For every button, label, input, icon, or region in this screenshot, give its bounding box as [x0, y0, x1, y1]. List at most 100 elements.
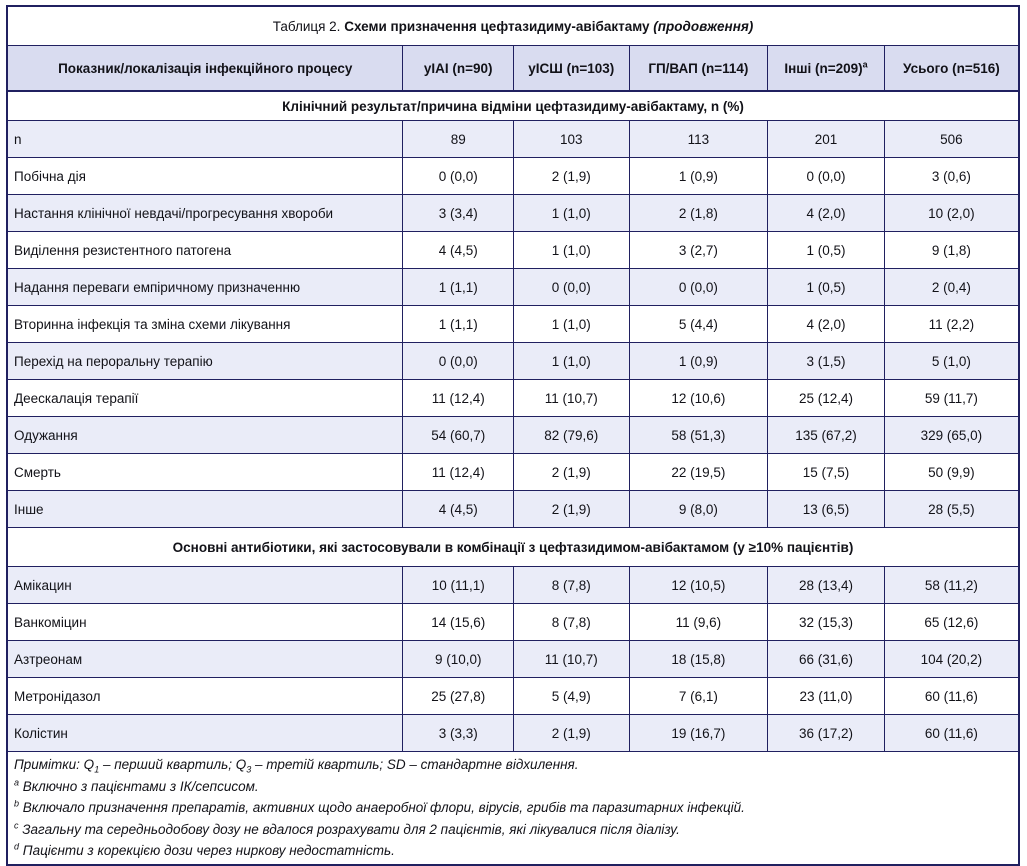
table-title-main: Схеми призначення цефтазидиму-авібактаму	[344, 18, 650, 34]
table-body: Клінічний результат/причина відміни цефт…	[6, 90, 1020, 752]
cell-value: 11 (12,4)	[402, 453, 514, 491]
table-title: Таблиця 2. Схеми призначення цефтазидиму…	[6, 5, 1020, 46]
cell-value: 5 (4,9)	[512, 677, 630, 715]
title-row: Таблиця 2. Схеми призначення цефтазидиму…	[6, 5, 1020, 46]
cell-value: 2 (0,4)	[883, 268, 1020, 306]
cell-value: 12 (10,6)	[628, 379, 769, 417]
cell-value: 2 (1,9)	[512, 714, 630, 752]
cell-value: 0 (0,0)	[512, 268, 630, 306]
footnote-marker: d	[14, 841, 20, 852]
cell-value: 54 (60,7)	[402, 416, 514, 454]
cell-value: 65 (12,6)	[883, 603, 1020, 641]
footnote-marker: b	[14, 798, 20, 809]
cell-value: 60 (11,6)	[883, 677, 1020, 715]
cell-value: 10 (11,1)	[402, 566, 514, 604]
row-label: Перехід на пероральну терапію	[6, 342, 404, 380]
cell-value: 201	[767, 120, 885, 158]
row-label: Колістин	[6, 714, 404, 752]
subscript: 3	[246, 764, 252, 775]
cell-value: 2 (1,9)	[512, 157, 630, 195]
cell-value: 60 (11,6)	[883, 714, 1020, 752]
cell-value: 28 (13,4)	[767, 566, 885, 604]
footnote-marker: a	[14, 777, 20, 788]
footnote: d Пацієнти з корекцією дози через нирков…	[14, 841, 395, 859]
cell-value: 13 (6,5)	[767, 490, 885, 528]
cell-value: 329 (65,0)	[883, 416, 1020, 454]
cell-value: 10 (2,0)	[883, 194, 1020, 232]
column-header-2: уІСШ (n=103)	[512, 45, 630, 92]
column-header-0: Показник/локалізація інфекційного процес…	[6, 45, 404, 92]
cell-value: 59 (11,7)	[883, 379, 1020, 417]
cell-value: 1 (1,0)	[512, 305, 630, 343]
table-title-prefix: Таблиця 2.	[272, 18, 341, 34]
table-row: Одужання 54 (60,7) 82 (79,6) 58 (51,3) 135 (…	[6, 416, 1020, 454]
cell-value: 11 (10,7)	[512, 379, 630, 417]
row-label: Амікацин	[6, 566, 404, 604]
cell-value: 9 (10,0)	[402, 640, 514, 678]
row-label: Метронідазол	[6, 677, 404, 715]
cell-value: 58 (11,2)	[883, 566, 1020, 604]
cell-value: 4 (4,5)	[402, 231, 514, 269]
cell-value: 9 (1,8)	[883, 231, 1020, 269]
row-label: Виділення резистентного патогена	[6, 231, 404, 269]
cell-value: 1 (0,5)	[767, 268, 885, 306]
row-label: Смерть	[6, 453, 404, 491]
table-row: Інше 4 (4,5) 2 (1,9) 9 (8,0) 13 (6,5) 28 (5,5…	[6, 490, 1020, 528]
footnote: a Включно з пацієнтами з ІК/сепсисом.	[14, 777, 259, 794]
row-label: Деескалація терапії	[6, 379, 404, 417]
ceftazidime-avibactam-table: Таблиця 2. Схеми призначення цефтазидиму…	[6, 5, 1020, 866]
cell-value: 14 (15,6)	[402, 603, 514, 641]
cell-value: 8 (7,8)	[512, 603, 630, 641]
cell-value: 5 (4,4)	[628, 305, 769, 343]
cell-value: 5 (1,0)	[883, 342, 1020, 380]
row-label: Настання клінічної невдачі/прогресування…	[6, 194, 404, 232]
table-row: Надання переваги емпіричному призначенню…	[6, 268, 1020, 306]
row-label: Інше	[6, 490, 404, 528]
cell-value: 3 (3,4)	[402, 194, 514, 232]
table-row: Перехід на пероральну терапію 0 (0,0) 1 (1…	[6, 342, 1020, 380]
cell-value: 3 (2,7)	[628, 231, 769, 269]
cell-value: 28 (5,5)	[883, 490, 1020, 528]
footnote: c Загальну та середньодобову дозу не вда…	[14, 820, 680, 837]
footnote: Примітки: Q1 – перший квартиль; Q3 – тре…	[14, 757, 579, 775]
cell-value: 11 (9,6)	[628, 603, 769, 641]
row-label: Ванкоміцин	[6, 603, 404, 641]
row-label: Одужання	[6, 416, 404, 454]
cell-value: 2 (1,9)	[512, 453, 630, 491]
section-header: Клінічний результат/причина відміни цефт…	[6, 90, 1020, 121]
cell-value: 0 (0,0)	[402, 157, 514, 195]
row-label: Вторинна інфекція та зміна схеми лікуван…	[6, 305, 404, 343]
section-header: Основні антибіотики, які застосовували в…	[6, 527, 1020, 567]
table-row: Виділення резистентного патогена 4 (4,5) 1…	[6, 231, 1020, 269]
cell-value: 82 (79,6)	[512, 416, 630, 454]
cell-value: 11 (2,2)	[883, 305, 1020, 343]
cell-value: 103	[512, 120, 630, 158]
table-row: Смерть 11 (12,4) 2 (1,9) 22 (19,5) 15 (7,5) 5…	[6, 453, 1020, 491]
column-header-3: ГП/ВАП (n=114)	[628, 45, 769, 92]
cell-value: 25 (12,4)	[767, 379, 885, 417]
column-header-footnote-marker: a	[862, 59, 868, 69]
table-row: Азтреонам 9 (10,0) 11 (10,7) 18 (15,8) 66 (3…	[6, 640, 1020, 678]
cell-value: 11 (12,4)	[402, 379, 514, 417]
cell-value: 18 (15,8)	[628, 640, 769, 678]
cell-value: 23 (11,0)	[767, 677, 885, 715]
column-header-4: Інші (n=209)a	[767, 45, 885, 92]
cell-value: 89	[402, 120, 514, 158]
cell-value: 4 (4,5)	[402, 490, 514, 528]
cell-value: 12 (10,5)	[628, 566, 769, 604]
cell-value: 7 (6,1)	[628, 677, 769, 715]
cell-value: 135 (67,2)	[767, 416, 885, 454]
row-label: Побічна дія	[6, 157, 404, 195]
table-title-suffix: (продовження)	[653, 18, 754, 34]
cell-value: 50 (9,9)	[883, 453, 1020, 491]
table-row: Вторинна інфекція та зміна схеми лікуван…	[6, 305, 1020, 343]
cell-value: 1 (0,9)	[628, 342, 769, 380]
column-header-1: уІАІ (n=90)	[402, 45, 514, 92]
table-row: Деескалація терапії 11 (12,4) 11 (10,7) 12 …	[6, 379, 1020, 417]
row-label: Надання переваги емпіричному призначенню	[6, 268, 404, 306]
cell-value: 1 (0,5)	[767, 231, 885, 269]
footnotes: Примітки: Q1 – перший квартиль; Q3 – тре…	[6, 750, 1020, 866]
cell-value: 32 (15,3)	[767, 603, 885, 641]
table-row: Настання клінічної невдачі/прогресування…	[6, 194, 1020, 232]
cell-value: 66 (31,6)	[767, 640, 885, 678]
